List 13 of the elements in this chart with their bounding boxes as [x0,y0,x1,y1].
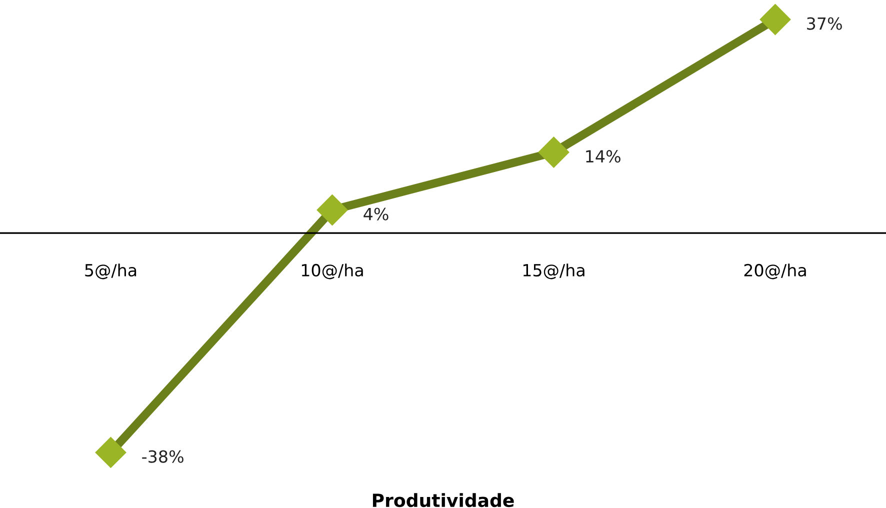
data-label: 4% [364,208,388,220]
point [760,4,791,35]
point [538,136,570,168]
x-tick-label: 10@/ha [302,264,363,280]
x-tick-label: 20@/ha [744,264,806,280]
x-tick-label: 5@/ha [85,264,136,280]
x-axis-title: Produtividade [372,493,514,508]
data-label: 14% [586,150,620,163]
data-label: -38% [142,450,184,463]
x-tick-label: 15@/ha [523,264,584,280]
data-label: 37% [807,17,842,30]
point [316,194,348,226]
point [95,437,126,468]
